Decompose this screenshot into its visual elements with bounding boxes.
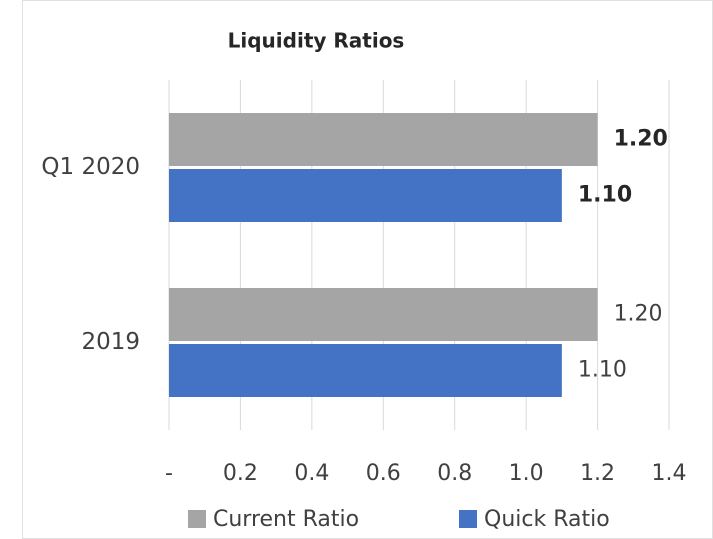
x-tick-label: 0.2 (223, 461, 258, 486)
bar (169, 344, 562, 397)
chart-border (22, 0, 713, 539)
bar (169, 288, 598, 341)
x-tick-label: 0.6 (366, 461, 401, 486)
value-label: 1.10 (578, 358, 627, 383)
bar (169, 113, 598, 166)
legend-label: Current Ratio (213, 507, 359, 532)
legend-swatch (188, 510, 206, 528)
y-tick-label: Q1 2020 (41, 154, 140, 180)
value-label: 1.10 (578, 183, 632, 208)
x-tick-label: 1.0 (509, 461, 544, 486)
x-tick-label: 0.4 (294, 461, 329, 486)
value-label: 1.20 (614, 302, 663, 327)
legend-label: Quick Ratio (484, 507, 610, 532)
y-tick-label: 2019 (81, 329, 140, 355)
chart-title: Liquidity Ratios (228, 29, 405, 53)
value-label: 1.20 (614, 127, 668, 152)
x-tick-label: 1.4 (652, 461, 687, 486)
x-tick-label: 0.8 (437, 461, 472, 486)
legend-swatch (459, 510, 477, 528)
x-tick-label: 1.2 (580, 461, 615, 486)
x-tick-label: - (165, 461, 173, 486)
bar (169, 169, 562, 222)
